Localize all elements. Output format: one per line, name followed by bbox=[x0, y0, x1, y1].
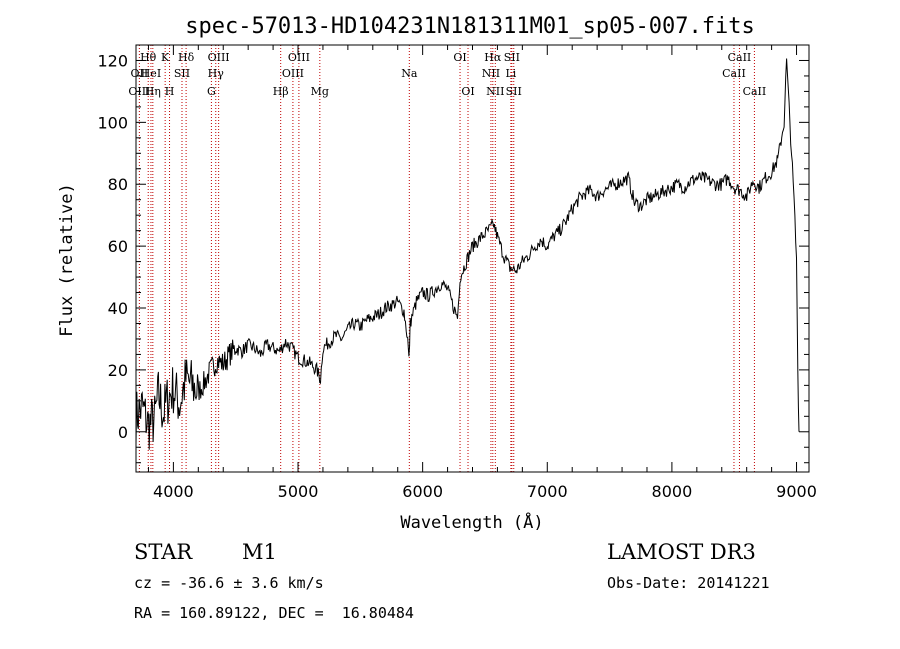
x-axis-label: Wavelength (Å) bbox=[400, 511, 543, 533]
plot-frame bbox=[135, 44, 810, 473]
line-label: Li bbox=[505, 67, 516, 80]
line-label: OI bbox=[453, 51, 466, 64]
coordinates: RA = 160.89122, DEC = 16.80484 bbox=[134, 604, 414, 622]
line-label: Hα bbox=[484, 51, 502, 64]
chart-title: spec-57013-HD104231N181311M01_sp05-007.f… bbox=[185, 14, 755, 39]
line-label: K bbox=[161, 51, 170, 64]
survey-name: LAMOST DR3 bbox=[607, 540, 756, 564]
y-tick-label: 20 bbox=[108, 361, 128, 380]
y-axis-label: Flux (relative) bbox=[57, 183, 77, 337]
x-tick-label: 8000 bbox=[652, 482, 693, 501]
line-label: H bbox=[165, 85, 175, 98]
line-label: OII bbox=[131, 67, 149, 80]
y-tick-label: 0 bbox=[118, 423, 128, 442]
line-label: OIII bbox=[282, 67, 304, 80]
y-axis-ticks: 0 20 40 60 80 100 120 bbox=[97, 51, 809, 464]
x-axis-ticks: 4000 5000 6000 7000 8000 9000 bbox=[147, 45, 817, 501]
x-tick-label: 6000 bbox=[402, 482, 443, 501]
line-label: OIII bbox=[208, 51, 230, 64]
object-subclass: M1 bbox=[242, 540, 277, 564]
line-label: OIII bbox=[288, 51, 310, 64]
line-label: Mg bbox=[311, 85, 329, 98]
line-label: SII bbox=[506, 85, 522, 98]
line-label: G bbox=[207, 85, 216, 98]
y-tick-label: 60 bbox=[108, 237, 128, 256]
line-label: Hθ bbox=[140, 51, 157, 64]
line-label: SII bbox=[174, 67, 190, 80]
object-type: STAR bbox=[134, 540, 193, 564]
x-tick-label: 5000 bbox=[278, 482, 319, 501]
y-tick-label: 80 bbox=[108, 175, 128, 194]
x-tick-label: 9000 bbox=[776, 482, 817, 501]
line-label: NII bbox=[482, 67, 500, 80]
x-tick-label: 7000 bbox=[527, 482, 568, 501]
line-label: OI bbox=[461, 85, 474, 98]
line-label: HeI bbox=[141, 67, 161, 80]
line-label: CaII bbox=[722, 67, 746, 80]
line-label: NII bbox=[486, 85, 504, 98]
y-tick-label: 120 bbox=[97, 51, 128, 70]
redshift-readout: cz = -36.6 ± 3.6 km/s bbox=[134, 574, 324, 592]
line-markers bbox=[138, 45, 755, 472]
line-label: Na bbox=[401, 67, 418, 80]
line-label: Hβ bbox=[273, 85, 289, 98]
line-label: Hδ bbox=[178, 51, 195, 64]
line-label: SII bbox=[504, 51, 520, 64]
y-tick-label: 100 bbox=[97, 113, 128, 132]
line-label: CaII bbox=[743, 85, 767, 98]
line-label: CaII bbox=[728, 51, 752, 64]
spectrum-line bbox=[135, 58, 800, 450]
line-label: Hγ bbox=[208, 67, 225, 80]
x-tick-label: 4000 bbox=[153, 482, 194, 501]
line-label: Hη bbox=[145, 85, 161, 98]
y-tick-label: 40 bbox=[108, 299, 128, 318]
obs-date: Obs-Date: 20141221 bbox=[607, 574, 770, 592]
